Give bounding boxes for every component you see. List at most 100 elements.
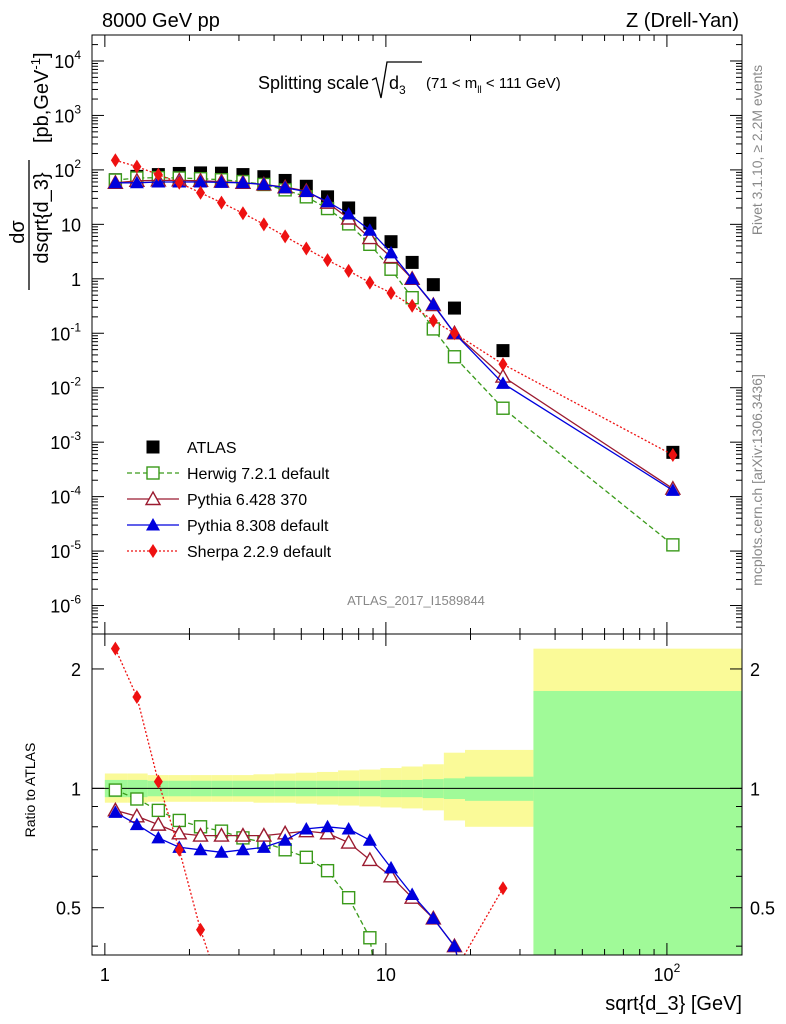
data-point: [362, 223, 377, 236]
header-right: Z (Drell-Yan): [626, 10, 739, 32]
ratio-point: [341, 821, 356, 835]
y-tick-label: 103: [54, 102, 81, 126]
data-point: [496, 344, 510, 358]
data-point: [344, 263, 354, 278]
x-tick-base: 1: [100, 965, 110, 985]
y-tick-exp: 4: [74, 48, 81, 62]
chart-title: Splitting scale d3 (71 < mll < 111 GeV): [258, 61, 561, 99]
legend-entry: Herwig 7.2.1 default: [127, 466, 330, 483]
data-point: [666, 538, 680, 552]
data-point: [498, 357, 508, 372]
ratio-point: [151, 830, 166, 844]
y-tick-label: 10: [61, 215, 81, 235]
ratio-point: [340, 834, 357, 849]
ratio-point: [153, 774, 163, 789]
ylabel-numerator: dσ: [7, 220, 29, 244]
y-tick-label: 10-3: [50, 429, 81, 453]
ratio-y-tick-label: 1: [71, 779, 81, 799]
x-tick-base: 10: [654, 965, 674, 985]
watermark: ATLAS_2017_I1589844: [347, 593, 485, 608]
ratio-point: [234, 827, 252, 842]
data-point: [386, 285, 396, 300]
data-point: [216, 195, 226, 210]
legend-marker: [144, 490, 162, 506]
ratio-series-0: [108, 783, 377, 955]
data-point: [110, 153, 120, 168]
uncertainty-band-inner: [533, 690, 742, 955]
data-point: [153, 167, 163, 182]
data-point: [299, 184, 314, 198]
data-point: [193, 174, 208, 188]
ratio-point: [361, 851, 379, 867]
ratio-y-tick-label: 2: [71, 660, 81, 680]
data-point: [341, 206, 356, 220]
legend-entry: Pythia 8.308 default: [127, 518, 329, 535]
ratio-point: [382, 867, 400, 883]
legend-label: Pythia 6.428 370: [187, 492, 307, 509]
title-root-sub: 3: [399, 83, 406, 97]
ratio-y-tick-label-right: 1: [750, 779, 760, 799]
legend-label: ATLAS: [187, 440, 237, 457]
ratio-point: [172, 813, 186, 828]
y-tick-base: 10: [50, 379, 70, 399]
header-left: 8000 GeV pp: [102, 10, 220, 32]
title-main: Splitting scale: [258, 73, 369, 93]
legend-marker: [146, 466, 160, 480]
legend-entry: ATLAS: [146, 440, 237, 457]
ratio-point: [426, 911, 441, 924]
rivet-label: Rivet 3.1.10, ≥ 2.2M events: [749, 65, 765, 235]
data-point: [426, 297, 441, 310]
data-point: [384, 235, 398, 249]
data-point: [278, 180, 293, 194]
ratio-point: [405, 887, 420, 900]
legend-label: Pythia 8.308 default: [187, 518, 329, 535]
data-point: [447, 350, 462, 364]
data-point: [449, 326, 459, 341]
data-point: [365, 275, 375, 290]
y-tick-label: 10-2: [50, 375, 81, 399]
ratio-point: [319, 824, 336, 840]
ratio-series-line: [463, 887, 504, 955]
data-point: [196, 185, 206, 200]
data-point: [259, 217, 269, 232]
y-tick-base: 10: [54, 161, 74, 181]
y-tick-exp: -5: [70, 538, 81, 552]
data-point: [495, 376, 510, 389]
ratio-series-3: [110, 641, 508, 955]
data-point: [384, 262, 398, 276]
y-tick-label: 104: [54, 48, 81, 72]
ratio-ylabel: Ratio to ATLAS: [22, 743, 38, 838]
data-point: [665, 483, 680, 496]
legend-entry: Sherpa 2.2.9 default: [127, 544, 332, 561]
ratio-point: [214, 845, 229, 858]
data-point: [132, 159, 142, 174]
ratio-point: [320, 863, 335, 878]
svg-text:d3: d3: [389, 73, 406, 97]
data-point: [384, 245, 399, 259]
ratio-point: [150, 816, 167, 831]
ratio-point: [235, 842, 250, 856]
data-point: [361, 229, 379, 245]
ratio-point: [108, 805, 123, 818]
y-tick-base: 10: [61, 215, 81, 235]
y-tick-label: 10-5: [50, 538, 81, 562]
ylabel-unit-sup: -1: [28, 58, 43, 70]
ratio-point: [213, 827, 230, 842]
y-tick-exp: -1: [70, 320, 81, 334]
series-3: [108, 174, 680, 496]
data-point: [447, 301, 461, 315]
y-tick-base: 10: [54, 52, 74, 72]
ratio-point: [384, 860, 399, 874]
y-tick-exp: -2: [70, 375, 81, 389]
ratio-point: [192, 827, 209, 842]
data-point: [668, 448, 678, 463]
mcplots-label: mcplots.cern.ch [arXiv:1306.3436]: [749, 374, 765, 586]
ratio-point: [256, 840, 271, 853]
legend-marker: [146, 440, 160, 454]
data-point: [405, 255, 419, 269]
ratio-y-tick-label-right: 2: [750, 660, 760, 680]
y-tick-exp: -4: [70, 484, 81, 498]
y-tick-exp: 2: [74, 157, 81, 171]
main-panel-data: [107, 153, 682, 552]
data-point: [301, 241, 311, 256]
